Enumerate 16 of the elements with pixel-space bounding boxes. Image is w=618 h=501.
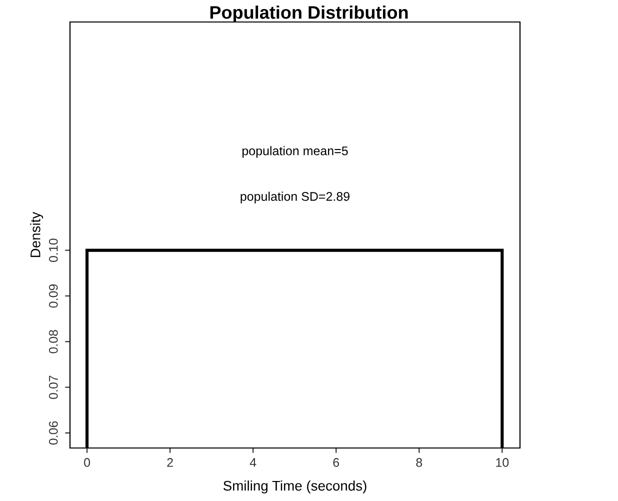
x-tick-label: 4: [250, 458, 256, 467]
chart-title: Population Distribution: [210, 6, 408, 22]
y-tick-label: 0.07: [48, 376, 58, 399]
x-tick-label: 10: [496, 458, 509, 467]
annotation: population SD=2.89: [240, 192, 350, 204]
x-tick-label: 0: [84, 458, 90, 467]
x-tick-label: 2: [167, 458, 173, 467]
annotation: population mean=5: [242, 146, 348, 158]
y-tick-label: 0.08: [48, 330, 58, 354]
x-tick-label: 6: [333, 458, 340, 467]
y-tick-label: 0.10: [48, 238, 58, 262]
y-tick-label: 0.06: [48, 421, 58, 445]
y-axis-title: Density: [30, 212, 44, 258]
y-tick-label: 0.09: [48, 284, 58, 308]
x-tick-label: 8: [416, 458, 422, 467]
x-axis-title: Smiling Time (seconds): [223, 480, 366, 494]
